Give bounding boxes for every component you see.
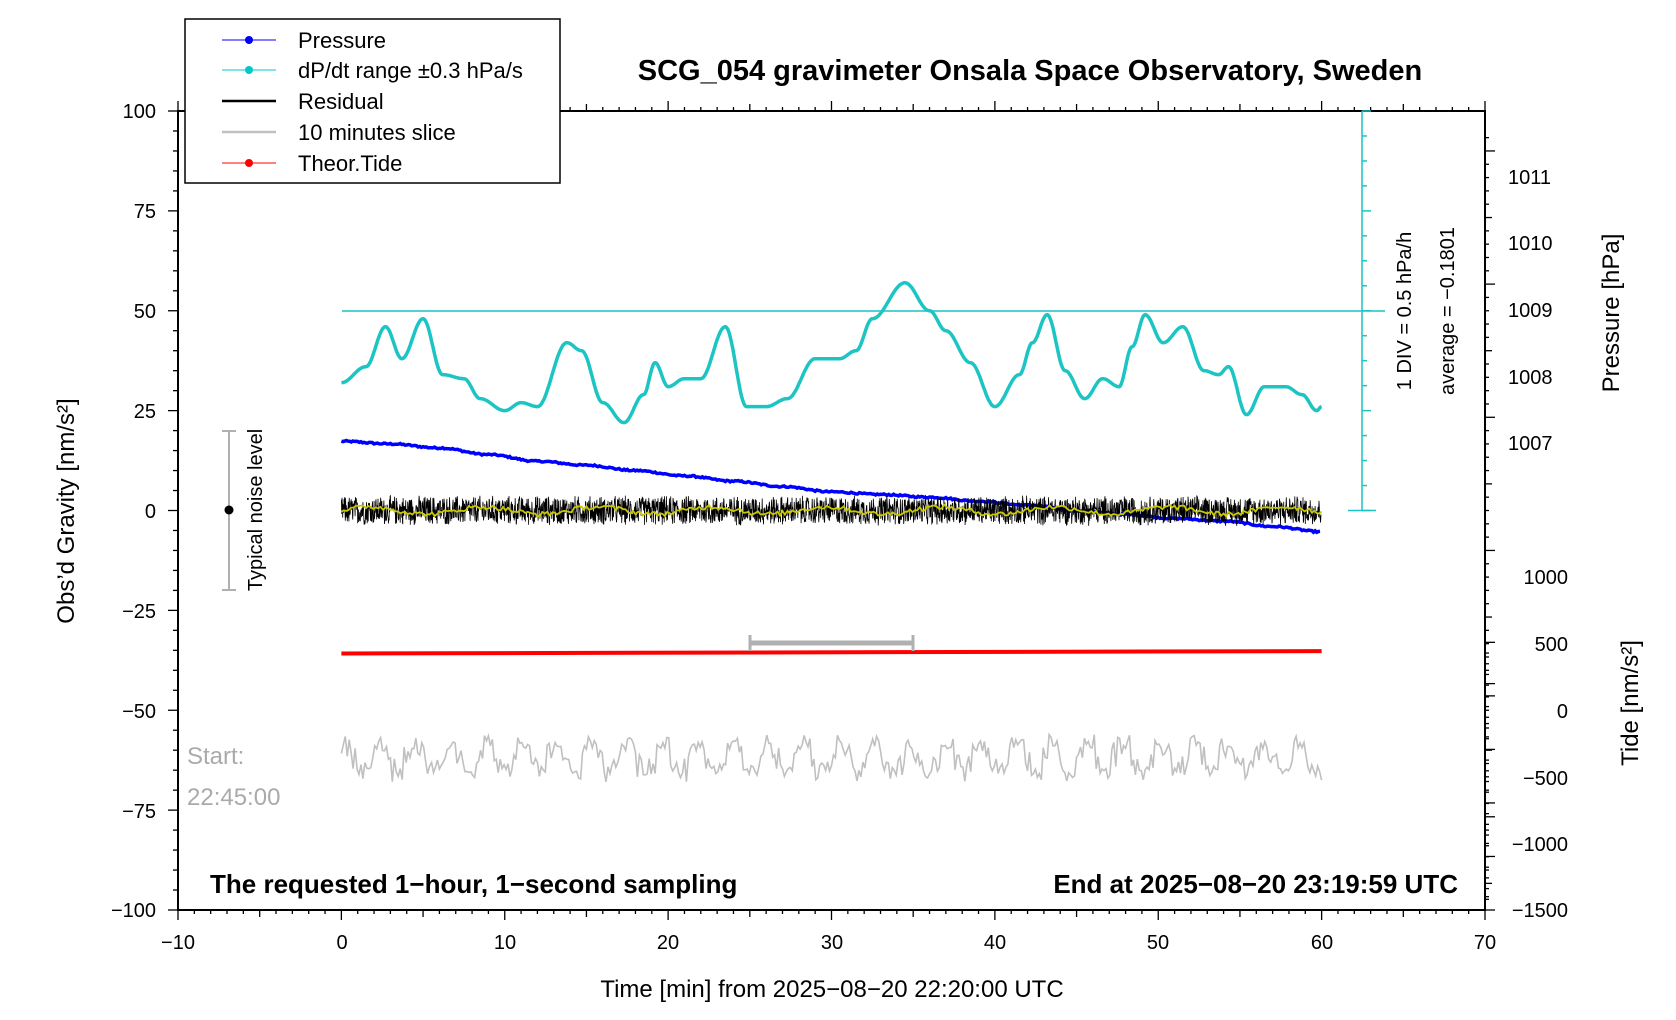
- legend: Pressure dP/dt range ±0.3 hPa/s Residual…: [184, 18, 561, 184]
- tide-line: [341, 649, 1322, 656]
- y-tick-label: 100: [123, 101, 156, 123]
- pressure-tick-labels: 1011 1010 1009 1008 1007: [1508, 167, 1553, 455]
- legend-label: Residual: [298, 89, 384, 114]
- pressure-tick-label: 1007: [1508, 433, 1553, 455]
- y-tick-label: 50: [134, 301, 156, 323]
- x-tick-label: −10: [161, 932, 195, 954]
- slice-series: [340, 732, 1323, 782]
- sampling-note: The requested 1−hour, 1−second sampling: [210, 869, 737, 899]
- legend-label: dP/dt range ±0.3 hPa/s: [298, 58, 523, 83]
- chart-title: SCG_054 gravimeter Onsala Space Observat…: [638, 55, 1422, 87]
- pressure-tick-label: 1011: [1508, 167, 1551, 189]
- x-tick-label: 20: [657, 932, 679, 954]
- noise-level-label: Typical noise level: [245, 429, 267, 591]
- legend-entry-residual: Residual: [222, 89, 384, 114]
- y-tick-label: −75: [122, 801, 156, 823]
- tide-tick-label: −500: [1523, 768, 1568, 790]
- tide-axis-label: Tide [nm/s²]: [1617, 640, 1644, 766]
- legend-label: 10 minutes slice: [298, 120, 456, 145]
- x-tick-label: 60: [1311, 932, 1333, 954]
- legend-marker: [245, 36, 253, 44]
- x-axis-label: Time [min] from 2025−08−20 22:20:00 UTC: [600, 976, 1063, 1003]
- y-tick-label: 75: [134, 201, 156, 223]
- tide-tick-label: 1000: [1524, 567, 1569, 589]
- tide-series: [341, 649, 1322, 656]
- y-tick-label: 0: [145, 501, 156, 523]
- scale-bar-label: 1 DIV = 0.5 hPa/h: [1394, 232, 1416, 390]
- noise-level-indicator: [222, 430, 236, 591]
- x-tick-label: 10: [494, 932, 516, 954]
- x-tick-labels: −10 0 10 20 30 40 50 60 70: [161, 932, 1496, 954]
- slice-line: [340, 732, 1323, 782]
- dpdt-line: [341, 281, 1323, 425]
- tide-tick-label: 500: [1535, 634, 1568, 656]
- tide-tick-label: −1000: [1512, 834, 1568, 856]
- x-tick-label: 40: [984, 932, 1006, 954]
- dpdt-scale-bar: [1348, 110, 1376, 512]
- dpdt-series: [341, 281, 1323, 425]
- slice-marker: [748, 635, 915, 651]
- start-time: 22:45:00: [187, 784, 280, 811]
- legend-label: Pressure: [298, 28, 386, 53]
- x-tick-label: 30: [821, 932, 843, 954]
- legend-label: Theor.Tide: [298, 151, 402, 176]
- legend-marker: [245, 66, 253, 74]
- residual-smooth-line: [340, 503, 1323, 518]
- y-tick-labels: 100 75 50 25 0 −25 −50 −75 −100: [111, 101, 156, 922]
- legend-entry-pressure: Pressure: [222, 28, 386, 53]
- pressure-axis-label: Pressure [hPa]: [1598, 234, 1625, 393]
- residual-line: [341, 494, 1322, 526]
- y-tick-label: 25: [134, 401, 156, 423]
- y-tick-label: −25: [122, 601, 156, 623]
- tide-tick-labels: 1000 500 0 −500 −1000 −1500: [1512, 567, 1568, 922]
- y-tick-label: −100: [111, 900, 156, 922]
- legend-entry-tide: Theor.Tide: [222, 151, 402, 176]
- legend-marker: [245, 159, 253, 167]
- y-tick-label: −50: [122, 701, 156, 723]
- x-tick-label: 70: [1474, 932, 1496, 954]
- y-axis-label: Obs’d Gravity [nm/s²]: [53, 398, 80, 623]
- end-time-note: End at 2025−08−20 23:19:59 UTC: [1053, 869, 1458, 899]
- residual-series: [340, 494, 1323, 526]
- average-label: average = −0.1801: [1437, 227, 1459, 395]
- start-label: Start:: [187, 743, 244, 770]
- x-tick-label: 0: [336, 932, 347, 954]
- pressure-tick-label: 1008: [1508, 367, 1553, 389]
- x-tick-label: 50: [1147, 932, 1169, 954]
- pressure-series: [340, 438, 1321, 535]
- legend-entry-slice: 10 minutes slice: [222, 120, 456, 145]
- tide-tick-label: −1500: [1512, 900, 1568, 922]
- pressure-tick-label: 1010: [1508, 233, 1553, 255]
- axes: [168, 101, 1495, 920]
- legend-entry-dpdt: dP/dt range ±0.3 hPa/s: [222, 58, 523, 83]
- pressure-line: [340, 438, 1321, 535]
- tide-tick-label: 0: [1557, 701, 1568, 723]
- pressure-tick-label: 1009: [1508, 300, 1553, 322]
